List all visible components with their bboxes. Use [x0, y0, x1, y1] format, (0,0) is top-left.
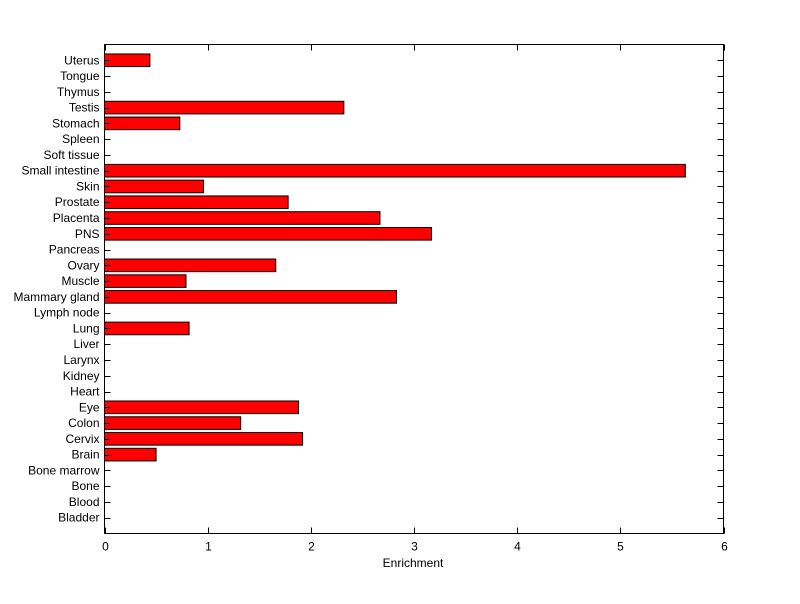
bar-ovary: [104, 258, 277, 273]
y-tick-label: Thymus: [57, 85, 100, 99]
y-tick-label: Muscle: [61, 274, 99, 288]
bar-prostate: [104, 195, 289, 210]
y-tick-label: Kidney: [63, 369, 100, 383]
y-tick-label: Heart: [70, 385, 100, 399]
bar-small-intestine: [104, 163, 686, 178]
y-tick-label: Bone marrow: [28, 463, 100, 477]
x-tick-label: 4: [514, 540, 521, 554]
y-tick-label: Soft tissue: [43, 148, 99, 162]
y-tick-label: Eye: [79, 400, 100, 414]
bar-eye: [104, 400, 299, 415]
x-tick-label: 1: [205, 540, 212, 554]
y-tick-label: Blood: [69, 495, 100, 509]
x-tick-label: 3: [411, 540, 418, 554]
y-tick-label: Bladder: [58, 511, 99, 525]
bar-colon: [104, 416, 242, 430]
bar-pns: [104, 226, 433, 241]
bar-stomach: [104, 116, 181, 131]
y-tick-label: Prostate: [55, 195, 100, 209]
x-tick-label: 6: [721, 540, 728, 554]
y-tick-label: Lymph node: [34, 306, 100, 320]
x-tick-label: 5: [617, 540, 624, 554]
bar-cervix: [104, 432, 304, 446]
y-tick-label: PNS: [75, 227, 100, 241]
bar-brain: [104, 447, 157, 462]
y-tick-label: Lung: [73, 321, 100, 335]
y-tick-label: Colon: [68, 416, 99, 430]
y-tick-label: Stomach: [52, 116, 99, 130]
y-tick-label: Placenta: [53, 211, 100, 225]
y-tick-label: Ovary: [67, 258, 99, 272]
bar-mammary-gland: [104, 290, 397, 304]
y-tick-label: Small intestine: [21, 164, 99, 178]
bar-skin: [104, 179, 205, 194]
y-tick-label: Liver: [73, 337, 99, 351]
y-tick-label: Uterus: [64, 53, 99, 67]
y-tick-label: Spleen: [62, 132, 99, 146]
y-tick-label: Mammary gland: [13, 290, 99, 304]
y-tick-label: Tongue: [60, 69, 100, 83]
y-tick-label: Bone: [71, 479, 99, 493]
bar-testis: [104, 100, 345, 115]
y-tick-label: Cervix: [65, 432, 99, 446]
plot-frame: [104, 44, 724, 534]
bars: [104, 53, 686, 462]
y-tick-label: Skin: [76, 179, 99, 193]
y-tick-label: Brain: [71, 448, 99, 462]
y-tick-label: Testis: [69, 101, 100, 115]
x-tick-label: 2: [308, 540, 315, 554]
bar-lung: [104, 321, 190, 336]
bar-uterus: [104, 53, 151, 68]
bar-placenta: [104, 211, 381, 225]
y-tick-label: Larynx: [63, 353, 99, 367]
y-tick-label: Pancreas: [49, 243, 100, 257]
x-tick-label: 0: [102, 540, 109, 554]
x-axis-label: Enrichment: [383, 556, 444, 570]
bar-muscle: [104, 274, 187, 288]
